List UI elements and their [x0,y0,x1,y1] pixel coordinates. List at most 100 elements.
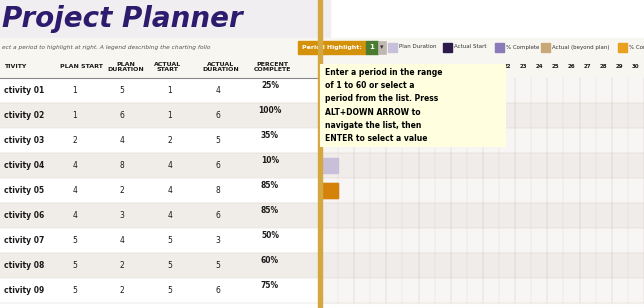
Text: 4: 4 [167,186,173,195]
Text: 24: 24 [536,64,543,70]
Text: 21: 21 [488,64,495,70]
Bar [0,128,322,153]
Text: ect a period to highlight at right. A legend describing the charting follo: ect a period to highlight at right. A le… [2,44,211,50]
Bar [322,228,644,253]
Text: 1: 1 [73,111,77,120]
Bar [366,40,378,54]
Text: 60%: 60% [261,256,279,265]
Text: Actual (beyond plan): Actual (beyond plan) [553,44,610,50]
Text: ctivity 05: ctivity 05 [4,186,44,195]
Text: 2: 2 [120,261,124,270]
Text: 1: 1 [73,86,77,95]
Text: 3: 3 [120,211,124,220]
Text: 23: 23 [520,64,527,70]
Text: 4: 4 [167,161,173,170]
Text: Enter a period in the range
of 1 to 60 or select a
period from the list. Press
A: Enter a period in the range of 1 to 60 o… [325,68,442,143]
Text: 2: 2 [167,136,173,145]
Text: 1: 1 [370,44,374,50]
Text: 12: 12 [343,64,350,70]
Bar [0,203,322,228]
Bar [322,153,644,178]
Text: 5: 5 [73,261,77,270]
Text: 6: 6 [216,161,220,170]
Text: 4: 4 [73,186,77,195]
Text: 6: 6 [216,211,220,220]
Text: 14: 14 [375,64,382,70]
Bar [0,0,644,38]
Text: Project Planner: Project Planner [2,5,243,33]
Text: 10%: 10% [261,156,279,165]
Bar [0,178,322,203]
Text: 1: 1 [167,111,173,120]
Text: ctivity 04: ctivity 04 [4,161,44,170]
Text: 5: 5 [216,136,220,145]
Bar [322,158,338,173]
Text: 4: 4 [167,211,173,220]
Text: 8: 8 [120,161,124,170]
Text: ctivity 07: ctivity 07 [4,236,44,245]
Text: 4: 4 [73,211,77,220]
Bar [618,43,627,51]
Text: 4: 4 [120,136,124,145]
Text: 8: 8 [216,186,220,195]
Text: 2: 2 [120,286,124,295]
Bar [322,278,644,303]
Text: 50%: 50% [261,231,279,240]
Text: 5: 5 [216,261,220,270]
Text: ctivity 06: ctivity 06 [4,211,44,220]
Bar [443,43,452,51]
Text: 13: 13 [359,64,366,70]
Text: 17: 17 [423,64,430,70]
Text: 5: 5 [167,261,173,270]
Text: Plan Duration: Plan Duration [399,44,437,50]
Text: 2: 2 [120,186,124,195]
Text: 26: 26 [568,64,575,70]
Text: Period Highlight:: Period Highlight: [302,44,362,50]
Text: 4: 4 [73,161,77,170]
Bar [0,78,322,103]
Text: Actual Start: Actual Start [454,44,487,50]
Text: 25: 25 [552,64,559,70]
Text: 4: 4 [120,236,124,245]
Text: 2: 2 [73,136,77,145]
Bar [318,0,322,308]
Text: PLAN START: PLAN START [60,64,103,70]
Text: PERCENT
COMPLETE: PERCENT COMPLETE [254,62,291,72]
Text: 11: 11 [327,64,334,70]
Bar [322,78,644,103]
Text: 18: 18 [439,64,446,70]
Bar [320,64,505,146]
Text: 6: 6 [216,286,220,295]
Text: ▾: ▾ [380,44,384,50]
Bar [0,228,322,253]
Text: 30: 30 [632,64,639,70]
Text: % Comple: % Comple [629,44,644,50]
Text: TIVITY: TIVITY [4,64,26,70]
Bar [322,183,338,198]
Text: ACTUAL
START: ACTUAL START [154,62,181,72]
Text: 35%: 35% [261,131,279,140]
Text: 75%: 75% [261,281,279,290]
Bar [495,43,504,51]
Text: ctivity 03: ctivity 03 [4,136,44,145]
Bar [0,0,330,38]
Text: 85%: 85% [261,206,279,215]
Bar [322,103,644,128]
Text: 5: 5 [167,286,173,295]
Text: PLAN
DURATION: PLAN DURATION [107,62,144,72]
Bar [388,43,397,51]
Text: 1: 1 [167,86,173,95]
Text: 22: 22 [504,64,511,70]
Bar [322,183,338,198]
Text: 5: 5 [120,86,124,95]
Bar [322,203,644,228]
Text: 27: 27 [584,64,591,70]
Text: 15: 15 [391,64,398,70]
Bar [0,253,322,278]
Bar [0,103,322,128]
Text: 5: 5 [73,286,77,295]
Text: 20: 20 [471,64,478,70]
Bar [0,38,644,56]
Text: 16: 16 [407,64,414,70]
Text: 5: 5 [167,236,173,245]
